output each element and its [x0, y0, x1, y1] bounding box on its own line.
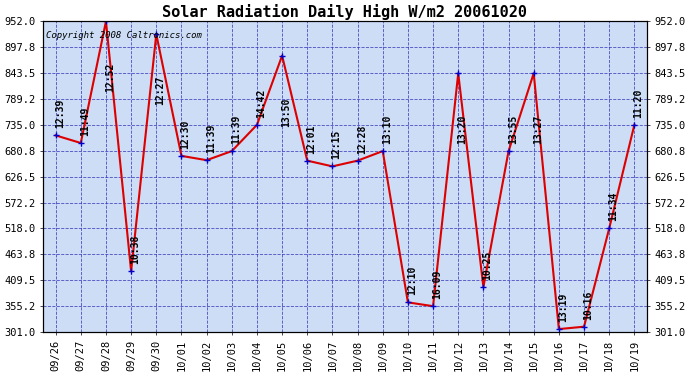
Text: 13:10: 13:10	[382, 115, 392, 144]
Text: 11:20: 11:20	[633, 88, 644, 118]
Text: 13:55: 13:55	[508, 115, 518, 144]
Text: 11:39: 11:39	[231, 115, 241, 144]
Text: 12:39: 12:39	[55, 99, 65, 128]
Text: 13:50: 13:50	[282, 98, 291, 127]
Text: 12:10: 12:10	[407, 266, 417, 296]
Text: Copyright 2008 Caltronics.com: Copyright 2008 Caltronics.com	[46, 31, 202, 40]
Text: 12:30: 12:30	[181, 120, 190, 149]
Text: 11:34: 11:34	[609, 192, 618, 222]
Text: 10:38: 10:38	[130, 235, 140, 264]
Text: 12:01: 12:01	[306, 124, 317, 154]
Text: 12:27: 12:27	[155, 76, 166, 105]
Text: 10:16: 10:16	[583, 290, 593, 320]
Text: 16:09: 16:09	[432, 270, 442, 299]
Text: 13:19: 13:19	[558, 293, 568, 322]
Text: 12:15: 12:15	[332, 130, 342, 159]
Text: 12:28: 12:28	[357, 124, 367, 154]
Text: 11:39: 11:39	[206, 124, 216, 153]
Text: 14:42: 14:42	[256, 88, 266, 118]
Text: 13:20: 13:20	[457, 115, 467, 144]
Text: 11:49: 11:49	[80, 106, 90, 136]
Text: 10:25: 10:25	[482, 251, 493, 280]
Text: 12:52: 12:52	[105, 63, 115, 92]
Text: 13:27: 13:27	[533, 115, 543, 144]
Title: Solar Radiation Daily High W/m2 20061020: Solar Radiation Daily High W/m2 20061020	[163, 4, 527, 20]
